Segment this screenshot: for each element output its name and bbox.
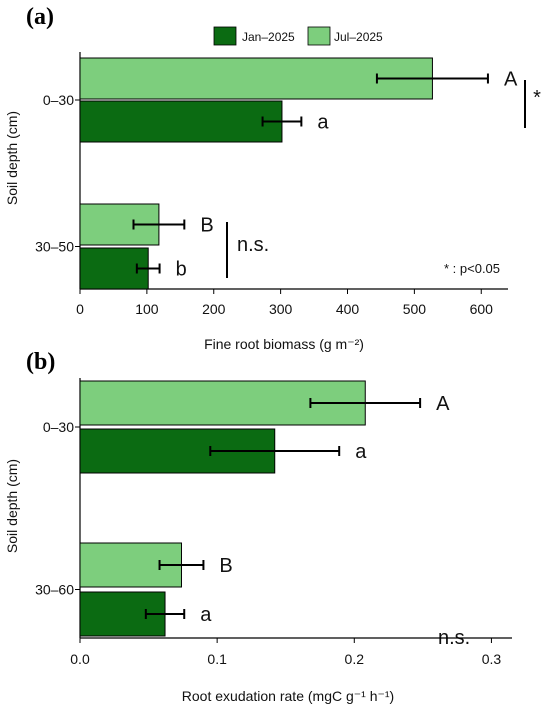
panel-b-group-letter: B [219, 555, 232, 577]
panel-a-x-tick-label: 100 [135, 301, 159, 317]
panel-a-bar [79, 57, 433, 100]
panel-a-x-tick-label: 300 [269, 301, 293, 317]
panel-a-category-label: 0–30 [43, 92, 74, 108]
legend-label-jan: Jan–2025 [242, 30, 295, 44]
panel-b-xlabel: Root exudation rate (mgC g⁻¹ h⁻¹) [182, 688, 394, 704]
legend-swatch-jan [213, 26, 237, 46]
panel-a-x-tick-label: 600 [470, 301, 494, 317]
panel-a-significance-bottom: n.s. [237, 234, 269, 256]
panel-a-x-tick-label: 200 [202, 301, 226, 317]
panel-b-x-tick-label: 0.3 [482, 651, 502, 667]
panel-b-x-tick-label: 0.2 [345, 651, 365, 667]
panel-a-significance-top: * [533, 87, 541, 109]
legend-swatch-jul [307, 26, 331, 46]
panel-b-group-letter: a [200, 604, 212, 626]
panel-b-x-tick-label: 0.0 [70, 651, 90, 667]
panel-a-ylabel: Soil depth (cm) [4, 111, 20, 205]
panel-a-bar [79, 100, 283, 143]
panel-a-note: * : p<0.05 [444, 261, 500, 276]
panel-b-x-tick-label: 0.1 [207, 651, 227, 667]
panel-a-label: (a) [26, 4, 54, 30]
panel-b-category-label: 0–30 [43, 419, 74, 435]
panel-b-category-label: 30–60 [35, 582, 74, 598]
panel-a-group-letter: b [176, 259, 187, 281]
panel-a-group-letter: A [504, 69, 518, 91]
legend-label-jul: Jul–2025 [334, 30, 383, 44]
panel-a-category-label: 30–50 [35, 239, 74, 255]
panel-a: (a) Soil depth (cm) Fine root biomass (g… [4, 4, 541, 352]
panel-a-x-tick-label: 0 [76, 301, 84, 317]
panel-b-label: (b) [26, 349, 55, 375]
legend: Jan–2025 Jul–2025 [213, 26, 383, 46]
panel-b: (b) Soil depth (cm) Root exudation rate … [4, 349, 512, 704]
panel-a-x-tick-label: 400 [336, 301, 360, 317]
panel-a-group-letter: a [317, 112, 329, 134]
panel-b-group-letter: a [355, 441, 367, 463]
panel-b-group-letter: A [436, 393, 450, 415]
panel-a-x-tick-label: 500 [403, 301, 427, 317]
panel-a-group-letter: B [200, 215, 213, 237]
panel-b-ylabel: Soil depth (cm) [4, 459, 20, 553]
panel-a-xlabel: Fine root biomass (g m⁻²) [204, 336, 364, 352]
